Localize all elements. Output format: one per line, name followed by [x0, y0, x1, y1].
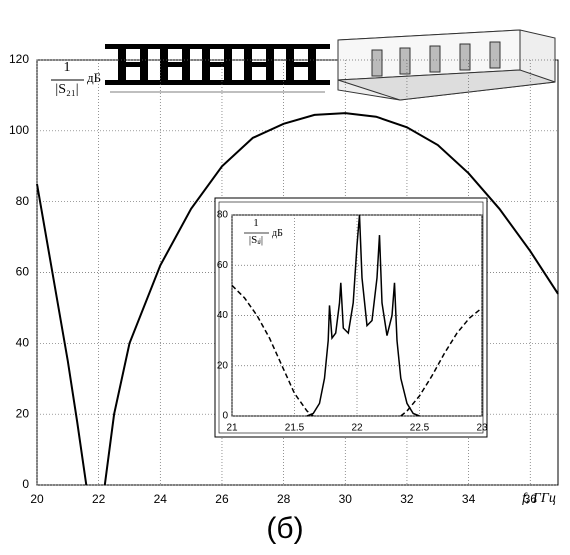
- inset-x-tick-label: 22: [351, 423, 363, 434]
- y-label-denominator: |S₂₁|: [55, 82, 78, 97]
- inset-x-tick-label: 21.5: [285, 423, 305, 434]
- inset-x-tick-label: 23: [476, 423, 488, 434]
- inset-y-tick-label: 20: [217, 360, 229, 371]
- inset-y-label-unit: дБ: [272, 228, 283, 239]
- x-tick-label: 36: [524, 492, 538, 506]
- y-tick-label: 80: [16, 194, 30, 208]
- y-tick-label: 20: [16, 406, 30, 420]
- inset-y-tick-label: 40: [217, 310, 229, 321]
- y-label-numerator: 1: [64, 60, 71, 75]
- structure-drawing: [105, 44, 330, 92]
- x-tick-label: 20: [30, 492, 44, 506]
- inset-y-tick-label: 80: [217, 210, 229, 221]
- inset-x-tick-label: 21: [226, 423, 238, 434]
- figure: 1 |S₂₁| дБ f, ГГц 0204060801001202022242…: [0, 0, 570, 555]
- x-tick-label: 30: [339, 492, 353, 506]
- y-tick-label: 0: [22, 477, 29, 491]
- x-tick-label: 34: [462, 492, 476, 506]
- y-tick-label: 60: [16, 265, 30, 279]
- inset-y-label-denominator: |Sᵢⱼ|: [249, 234, 263, 246]
- x-tick-label: 26: [215, 492, 229, 506]
- y-tick-label: 120: [9, 52, 29, 66]
- x-tick-label: 32: [400, 492, 414, 506]
- x-tick-label: 24: [154, 492, 168, 506]
- x-tick-label: 28: [277, 492, 291, 506]
- waveguide-drawing: [338, 30, 555, 100]
- inset-y-tick-label: 0: [222, 411, 228, 422]
- x-tick-label: 22: [92, 492, 106, 506]
- inset-y-label-numerator: 1: [253, 217, 259, 229]
- inset-x-tick-label: 22.5: [410, 423, 430, 434]
- inset-y-tick-label: 60: [217, 260, 229, 271]
- y-tick-label: 100: [9, 123, 29, 137]
- caption: (б): [266, 512, 303, 545]
- y-tick-label: 40: [16, 336, 30, 350]
